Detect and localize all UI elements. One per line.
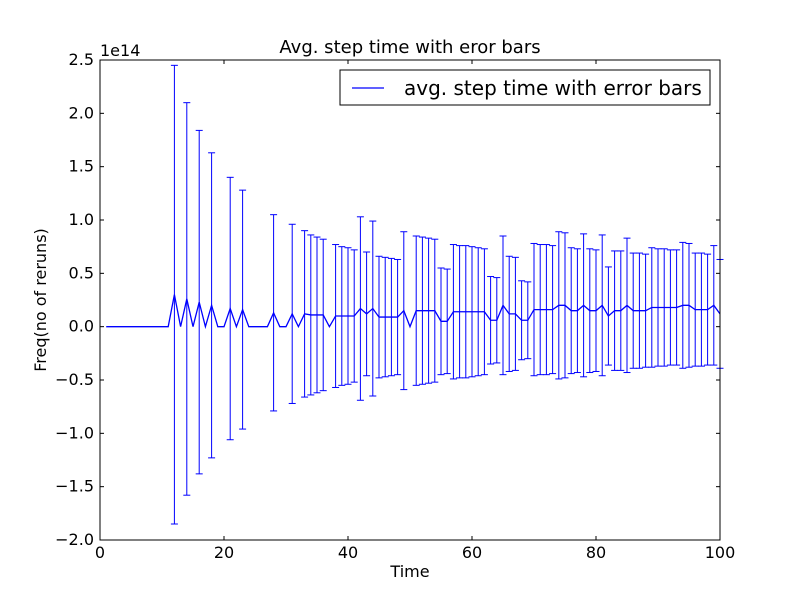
x-tick-label: 20 [214, 543, 234, 562]
y-offset-label: 1e14 [100, 41, 140, 60]
x-axis-label: Time [389, 562, 429, 581]
y-tick-label: 1.0 [69, 210, 94, 229]
y-tick-label: 2.5 [69, 50, 94, 69]
series-line [106, 294, 721, 330]
y-tick-label: −1.5 [55, 477, 94, 496]
plot-area [100, 60, 720, 540]
plot-frame [99, 59, 721, 541]
x-tick-label: 100 [705, 543, 736, 562]
y-tick-label: 0.5 [69, 263, 94, 282]
legend-box [339, 69, 711, 106]
ticks-layer: 0 20 40 60 80 100 −2.0 −1.5 −1.0 −0.5 0.0 0.5 1.0 1.5… [55, 50, 735, 562]
legend: avg. step time with error bars [339, 69, 711, 106]
y-axis-label: Freq(no of reruns) [31, 228, 50, 372]
y-tick-label: −1.0 [55, 423, 94, 442]
y-tick-label: 1.5 [69, 157, 94, 176]
y-tick-label: −0.5 [55, 370, 94, 389]
x-tick-label: 60 [462, 543, 482, 562]
y-tick-label: −2.0 [55, 530, 94, 549]
x-tick-label: 40 [338, 543, 358, 562]
series-layer [106, 64, 724, 525]
y-tick-label: 2.0 [69, 103, 94, 122]
x-tick-label: 80 [586, 543, 606, 562]
chart-title: Avg. step time with eror bars [279, 37, 540, 58]
y-tick-label: 0.0 [69, 317, 94, 336]
x-tick-label: 0 [95, 543, 105, 562]
legend-entry: avg. step time with error bars [404, 76, 702, 100]
